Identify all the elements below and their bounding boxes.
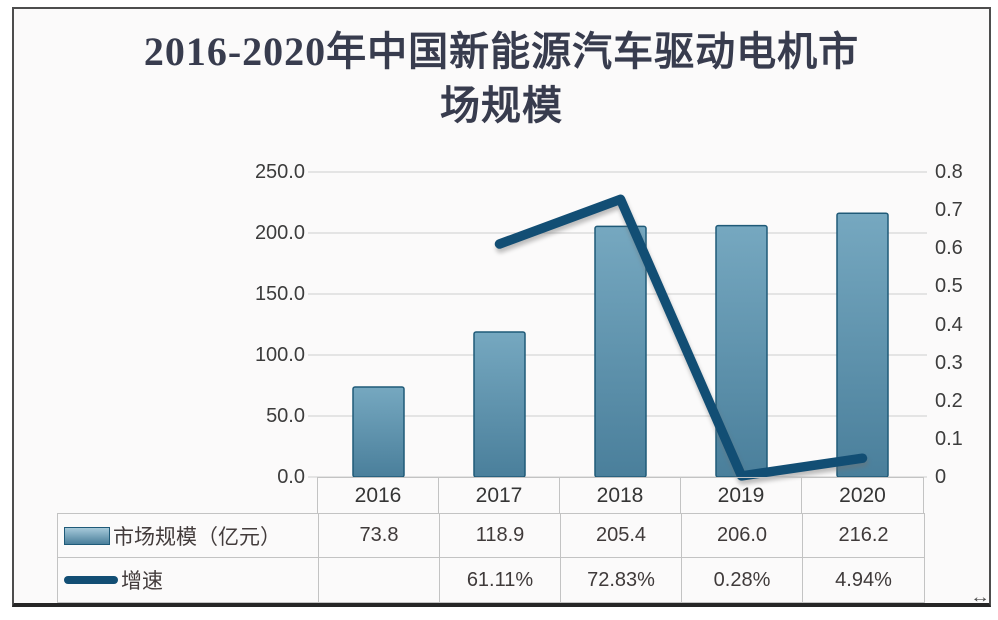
bar-2017 (473, 331, 526, 478)
table-cell-market-2020: 216.2 (803, 514, 924, 558)
bar-2020 (836, 212, 889, 478)
table-cell-market-2016: 73.8 (319, 514, 440, 558)
bar-2018 (594, 225, 647, 478)
growth-rate-line (494, 194, 868, 481)
chart-frame: 2016-2020年中国新能源汽车驱动电机市 场规模 250.0 200.0 150… (12, 7, 991, 607)
legend-market-size: 市场规模（亿元） (58, 514, 319, 558)
category-label: 2019 (681, 478, 802, 513)
left-axis-tick-label: 150.0 (254, 283, 305, 305)
table-cell-growth-2016 (319, 558, 440, 602)
legend-growth-rate-label: 增速 (121, 570, 163, 593)
left-axis-tick-label: 200.0 (254, 222, 305, 244)
right-axis-tick-label: 0.7 (935, 199, 963, 222)
line-series-swatch-icon (64, 576, 118, 584)
table-cell-market-2017: 118.9 (440, 514, 561, 558)
right-axis-tick-label: 0 (935, 466, 947, 488)
left-axis-tick-label: 250.0 (254, 161, 305, 183)
right-axis-tick-label: 0.8 (935, 161, 963, 183)
category-header-row: 2016 2017 2018 2019 2020 (317, 477, 924, 514)
bar-2016 (352, 386, 405, 478)
right-axis-tick-label: 0.3 (935, 351, 963, 374)
bar-series-swatch-icon (64, 526, 110, 545)
left-axis-tick-label: 100.0 (254, 344, 305, 366)
table-cell-market-2018: 205.4 (561, 514, 682, 558)
resize-cursor-icon: ↔ (970, 589, 990, 606)
category-label: 2020 (839, 483, 886, 507)
table-cell-growth-2018: 72.83% (561, 558, 682, 602)
legend-growth-rate: 增速 (58, 558, 319, 602)
table-cell-growth-2019: 0.28% (682, 558, 803, 602)
right-axis-tick-label: 0.1 (935, 427, 963, 450)
chart-title: 2016-2020年中国新能源汽车驱动电机市 场规模 (14, 25, 989, 133)
data-table: 市场规模（亿元） 73.8 118.9 205.4 206.0 216.2 增速… (57, 513, 925, 603)
table-cell-growth-2020: 4.94% (835, 568, 892, 591)
category-label: 2016 (318, 478, 439, 513)
legend-market-size-label: 市场规模（亿元） (113, 525, 281, 549)
category-label: 2018 (560, 478, 681, 513)
category-label: 2017 (439, 478, 560, 513)
right-axis-tick-label: 0.4 (935, 313, 963, 336)
left-axis-tick-label: 50.0 (266, 405, 305, 427)
left-axis-tick-label: 0.0 (277, 466, 305, 488)
table-cell-market-2019: 206.0 (682, 514, 803, 558)
right-axis-tick-label: 0.2 (935, 389, 963, 412)
right-axis-tick-label: 0.5 (935, 275, 963, 298)
chart-title-line2: 场规模 (440, 83, 563, 128)
chart-title-line1: 2016-2020年中国新能源汽车驱动电机市 (143, 29, 860, 74)
table-cell-growth-2017: 61.11% (440, 558, 561, 602)
right-axis-tick-label: 0.6 (935, 237, 963, 260)
